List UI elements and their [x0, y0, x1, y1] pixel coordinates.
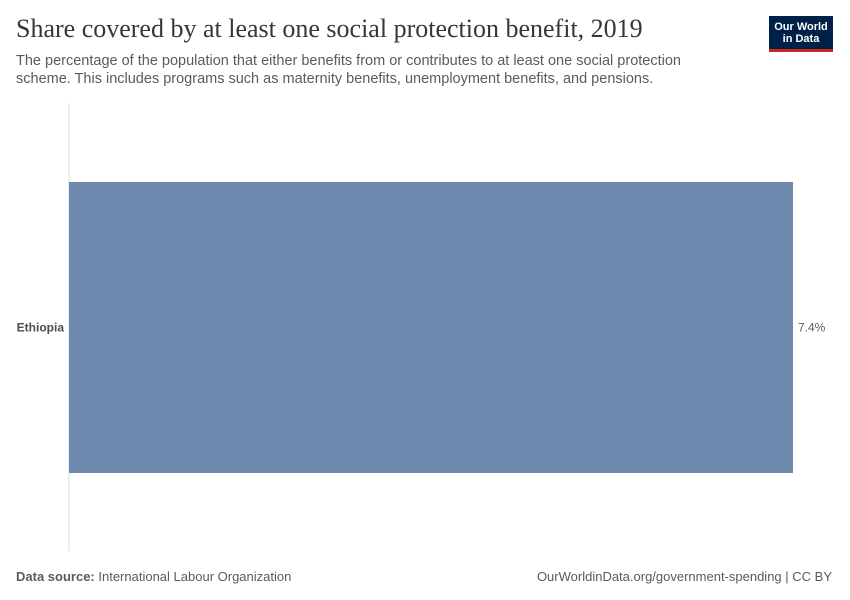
chart-title: Share covered by at least one social pro…	[16, 14, 643, 43]
owid-logo[interactable]: Our World in Data	[769, 16, 833, 52]
data-source-label: Data source:	[16, 569, 95, 584]
logo-line-2: in Data	[782, 32, 820, 45]
bar-ethiopia[interactable]	[69, 182, 793, 473]
value-label: 7.4%	[798, 321, 826, 335]
data-source: Data source: International Labour Organi…	[16, 569, 291, 584]
logo-line-1: Our World	[774, 20, 828, 33]
bars-group: Ethiopia 7.4%	[17, 182, 826, 473]
chart-subtitle: The percentage of the population that ei…	[16, 53, 681, 87]
data-source-value[interactable]: International Labour Organization	[98, 569, 292, 584]
url-license[interactable]: OurWorldinData.org/government-spending |…	[536, 569, 832, 584]
category-label: Ethiopia	[17, 321, 65, 335]
